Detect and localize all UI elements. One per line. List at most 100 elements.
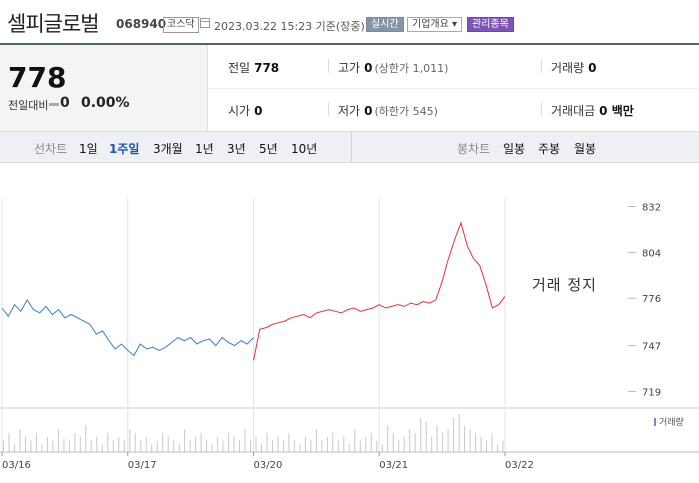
- volume-bar: [431, 436, 433, 452]
- period-3m[interactable]: 3개월: [153, 142, 183, 156]
- volume-bar: [85, 425, 87, 452]
- realtime-button[interactable]: 실시간: [366, 17, 404, 32]
- volume-bar: [376, 440, 378, 452]
- volume-bar: [123, 440, 125, 452]
- high-label: 고가: [338, 61, 361, 75]
- volume-bar: [14, 444, 15, 452]
- volume-bar: [414, 433, 416, 452]
- period-1w[interactable]: 1주일: [109, 142, 140, 156]
- volume-bar: [464, 425, 466, 452]
- volume-bar: [392, 433, 394, 452]
- volume-legend-swatch: [654, 418, 656, 426]
- x-axis-ticks: 03/16 03/17 03/20 03/21 03/22: [1, 452, 534, 471]
- volume-bar: [8, 433, 10, 452]
- prev-close-cell: 전일 778: [228, 59, 279, 76]
- high-value: 0: [364, 61, 373, 75]
- volume-bar: [304, 436, 306, 452]
- volume-label: 거래량: [551, 61, 585, 75]
- volume-bar: [326, 436, 328, 452]
- volume-bar: [420, 417, 422, 452]
- volume-bar: [74, 433, 76, 452]
- volume-bar: [140, 440, 142, 452]
- candle-weekly[interactable]: 주봉: [538, 142, 561, 156]
- volume-bar: [337, 440, 339, 452]
- volume-bar: [453, 417, 455, 452]
- volume-bar: [398, 440, 400, 452]
- volume-bar: [35, 433, 37, 452]
- volume-bar: [222, 440, 224, 452]
- amount-cell: 거래대금 0 백만: [551, 102, 634, 119]
- volume-bar: [195, 436, 197, 452]
- volume-bar: [293, 440, 295, 452]
- x-tick-label: 03/16: [2, 460, 31, 471]
- volume-bar: [497, 444, 498, 452]
- volume-bar: [425, 421, 427, 452]
- price-chart: 832 804 776 747 719 03/16 03/17 03/20 03/21 03/2…: [0, 198, 699, 471]
- current-price-box: 778 전일대비 0 0.00%: [0, 45, 208, 131]
- price-lines: [1, 221, 506, 361]
- volume-bar: [68, 440, 70, 452]
- volume-bar: [403, 436, 405, 452]
- info-row-2: 시가 0 저가 0 (하한가 545) 거래대금 0 백만: [208, 88, 699, 131]
- volume-bar: [233, 436, 235, 452]
- volume-bar: [52, 440, 54, 452]
- volume-bar: [129, 429, 131, 452]
- volume-bar: [365, 436, 367, 452]
- y-tick-label: 832: [642, 203, 661, 214]
- volume-bar: [151, 444, 153, 452]
- volume-bar: [447, 429, 449, 452]
- volume-bar: [206, 440, 208, 452]
- volume-bar: [409, 429, 411, 452]
- volume-bar: [299, 444, 301, 452]
- volume-bar: [343, 436, 345, 452]
- period-5y[interactable]: 5년: [259, 142, 278, 156]
- volume-bar: [244, 429, 246, 452]
- x-tick-label: 03/21: [379, 460, 408, 471]
- period-10y[interactable]: 10년: [291, 142, 318, 156]
- volume-bar: [112, 440, 114, 452]
- x-tick-label: 03/17: [128, 460, 157, 471]
- managed-stock-badge[interactable]: 관리종목: [467, 17, 514, 32]
- volume-bar: [228, 433, 230, 452]
- volume-bar: [315, 429, 317, 452]
- volume-bar: [156, 440, 158, 452]
- x-tick-label: 03/20: [254, 460, 283, 471]
- volume-bar: [359, 440, 361, 452]
- volume-bar: [370, 433, 372, 452]
- stock-name: 셀피글로벌: [7, 12, 100, 36]
- divider: [541, 102, 542, 116]
- low-label: 저가: [338, 104, 361, 118]
- volume-cell: 거래량 0: [551, 59, 596, 76]
- change-label: 전일대비: [8, 99, 49, 112]
- period-1y[interactable]: 1년: [195, 142, 214, 156]
- volume-bar: [173, 440, 175, 452]
- volume-bar: [250, 440, 251, 452]
- volume-bar: [30, 440, 32, 452]
- period-1d[interactable]: 1일: [79, 142, 98, 156]
- volume-bar: [145, 436, 147, 452]
- current-price: 778: [8, 61, 67, 94]
- volume-bar: [167, 436, 169, 452]
- line-chart-label: 선차트: [34, 142, 68, 156]
- amount-label: 거래대금: [551, 104, 596, 118]
- candle-monthly[interactable]: 월봉: [574, 142, 597, 156]
- volume-bar: [57, 429, 59, 452]
- volume-bar: [162, 433, 164, 452]
- lower-limit: (하한가 545): [374, 105, 438, 118]
- volume-bar: [184, 429, 186, 452]
- low-cell: 저가 0 (하한가 545): [338, 102, 438, 119]
- amount-value: 0 백만: [599, 104, 634, 118]
- stock-code: 068940: [116, 17, 167, 31]
- volume-bar: [255, 436, 257, 452]
- candle-daily[interactable]: 일봉: [503, 142, 526, 156]
- period-3y[interactable]: 3년: [227, 142, 246, 156]
- price-line-up: [253, 221, 506, 361]
- info-row-1: 전일 778 고가 0 (상한가 1,011) 거래량 0: [208, 45, 699, 89]
- volume-legend: 거래량: [654, 415, 684, 428]
- divider: [541, 59, 542, 73]
- volume-bar: [25, 436, 26, 452]
- header-bar: 셀피글로벌 068940 코스닥 2023.03.22 15:23 기준(장중)…: [0, 0, 699, 45]
- volume-bar: [3, 440, 4, 452]
- company-overview-dropdown[interactable]: 기업개요 ▾: [407, 17, 462, 32]
- price-line-down: [1, 298, 254, 357]
